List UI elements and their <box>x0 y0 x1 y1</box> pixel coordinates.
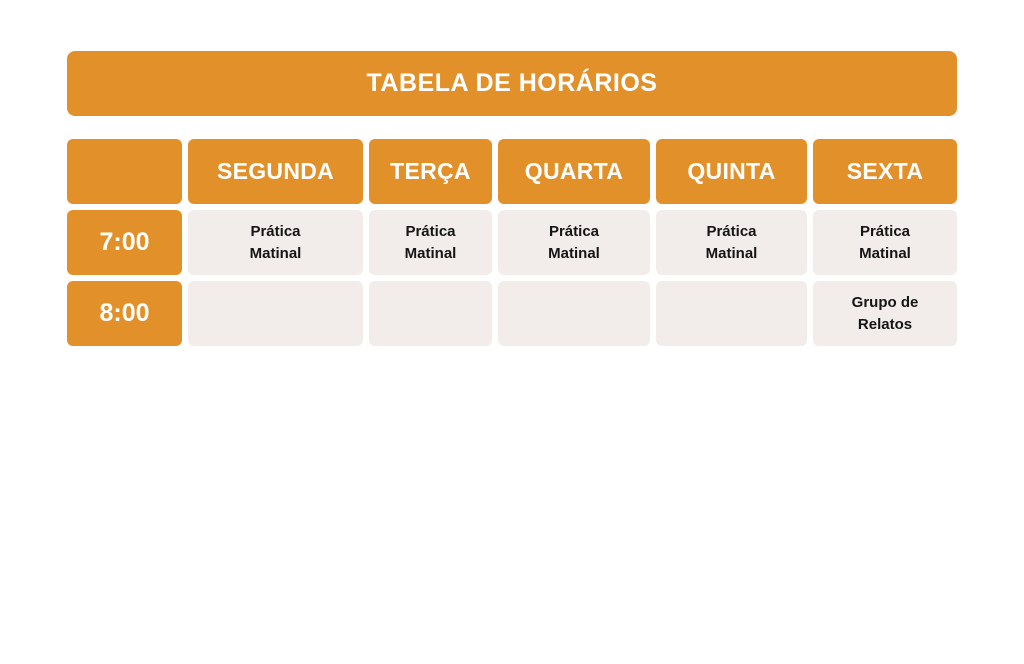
schedule-cell-8-quarta <box>498 281 650 346</box>
schedule-cell-7-quarta: Prática Matinal <box>498 210 650 275</box>
day-header-terca: TERÇA <box>369 139 492 204</box>
schedule-cell-7-quinta: Prática Matinal <box>656 210 807 275</box>
schedule-cell-8-quinta <box>656 281 807 346</box>
time-cell-7: 7:00 <box>67 210 182 275</box>
day-header-segunda: SEGUNDA <box>188 139 363 204</box>
time-cell-8: 8:00 <box>67 281 182 346</box>
schedule-cell-7-terca: Prática Matinal <box>369 210 492 275</box>
schedule-cell-7-segunda: Prática Matinal <box>188 210 363 275</box>
schedule-board: TABELA DE HORÁRIOS SEGUNDA TERÇA QUARTA … <box>67 51 957 346</box>
schedule-title-bar: TABELA DE HORÁRIOS <box>67 51 957 116</box>
day-header-quinta: QUINTA <box>656 139 807 204</box>
schedule-table: SEGUNDA TERÇA QUARTA QUINTA SEXTA 7:00 P… <box>67 139 957 346</box>
day-header-quarta: QUARTA <box>498 139 650 204</box>
schedule-cell-8-sexta: Grupo de Relatos <box>813 281 957 346</box>
schedule-cell-8-segunda <box>188 281 363 346</box>
schedule-cell-7-sexta: Prática Matinal <box>813 210 957 275</box>
corner-cell <box>67 139 182 204</box>
schedule-cell-8-terca <box>369 281 492 346</box>
day-header-sexta: SEXTA <box>813 139 957 204</box>
schedule-title: TABELA DE HORÁRIOS <box>366 69 658 97</box>
